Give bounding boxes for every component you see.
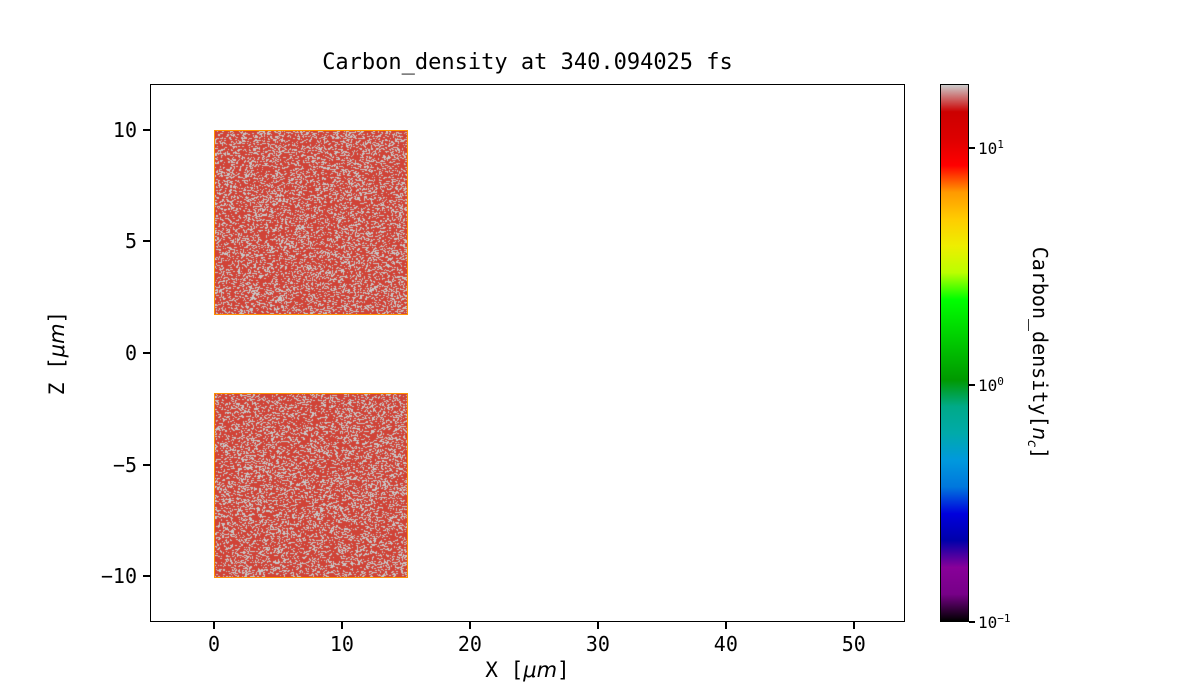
colorbar-tick-label: 10−1 — [978, 612, 1011, 632]
x-tick-label: 10 — [330, 632, 354, 656]
colorbar-label-symbol: n — [1028, 427, 1052, 440]
density-region — [214, 393, 408, 578]
x-axis-label-suffix: ] — [557, 658, 570, 682]
y-tick-mark — [143, 129, 150, 131]
x-tick-label: 50 — [842, 632, 866, 656]
x-tick-mark — [597, 622, 599, 629]
y-axis-label-suffix: ] — [45, 311, 69, 324]
colorbar-tick-base: 10 — [978, 139, 997, 158]
colorbar-tick-mark — [969, 147, 975, 149]
x-axis-label-unit: μm — [523, 658, 557, 682]
colorbar-label-suffix: ] — [1028, 447, 1052, 459]
y-tick-label: −5 — [113, 453, 137, 477]
colorbar-tick-mark — [969, 621, 975, 623]
y-tick-mark — [143, 464, 150, 466]
y-tick-label: −10 — [101, 564, 137, 588]
colorbar-tick-exponent: −1 — [997, 612, 1010, 625]
y-tick-mark — [143, 352, 150, 354]
colorbar-tick-label: 101 — [978, 138, 1004, 158]
x-tick-mark — [213, 622, 215, 629]
x-tick-label: 20 — [458, 632, 482, 656]
x-tick-label: 30 — [586, 632, 610, 656]
colorbar-label-prefix: Carbon_density[ — [1028, 247, 1052, 428]
colorbar-tick-exponent: 1 — [997, 138, 1004, 151]
y-tick-mark — [143, 240, 150, 242]
y-axis-label: Z [μm] — [45, 311, 69, 395]
x-tick-mark — [853, 622, 855, 629]
x-tick-mark — [469, 622, 471, 629]
y-tick-label: 10 — [113, 118, 137, 142]
plot-title: Carbon_density at 340.094025 fs — [150, 50, 905, 75]
colorbar-label: Carbon_density[nc] — [1024, 247, 1052, 460]
colorbar-tick-base: 10 — [978, 613, 997, 632]
x-tick-label: 0 — [208, 632, 220, 656]
colorbar-tick-label: 100 — [978, 375, 1004, 395]
x-axis-label: X [μm] — [150, 658, 905, 682]
colorbar-tick-base: 10 — [978, 376, 997, 395]
y-axis-label-unit: μm — [45, 323, 69, 357]
x-tick-label: 40 — [714, 632, 738, 656]
density-region — [214, 130, 408, 315]
colorbar-tick-exponent: 0 — [997, 375, 1004, 388]
figure: Carbon_density at 340.094025 fs X [μm] Z… — [0, 0, 1200, 700]
x-tick-mark — [341, 622, 343, 629]
y-tick-mark — [143, 575, 150, 577]
y-tick-label: 0 — [125, 341, 137, 365]
colorbar-tick-mark — [969, 384, 975, 386]
colorbar — [940, 84, 969, 622]
y-axis-label-prefix: Z [ — [45, 357, 69, 395]
x-tick-mark — [725, 622, 727, 629]
x-axis-label-prefix: X [ — [485, 658, 523, 682]
y-tick-label: 5 — [125, 229, 137, 253]
